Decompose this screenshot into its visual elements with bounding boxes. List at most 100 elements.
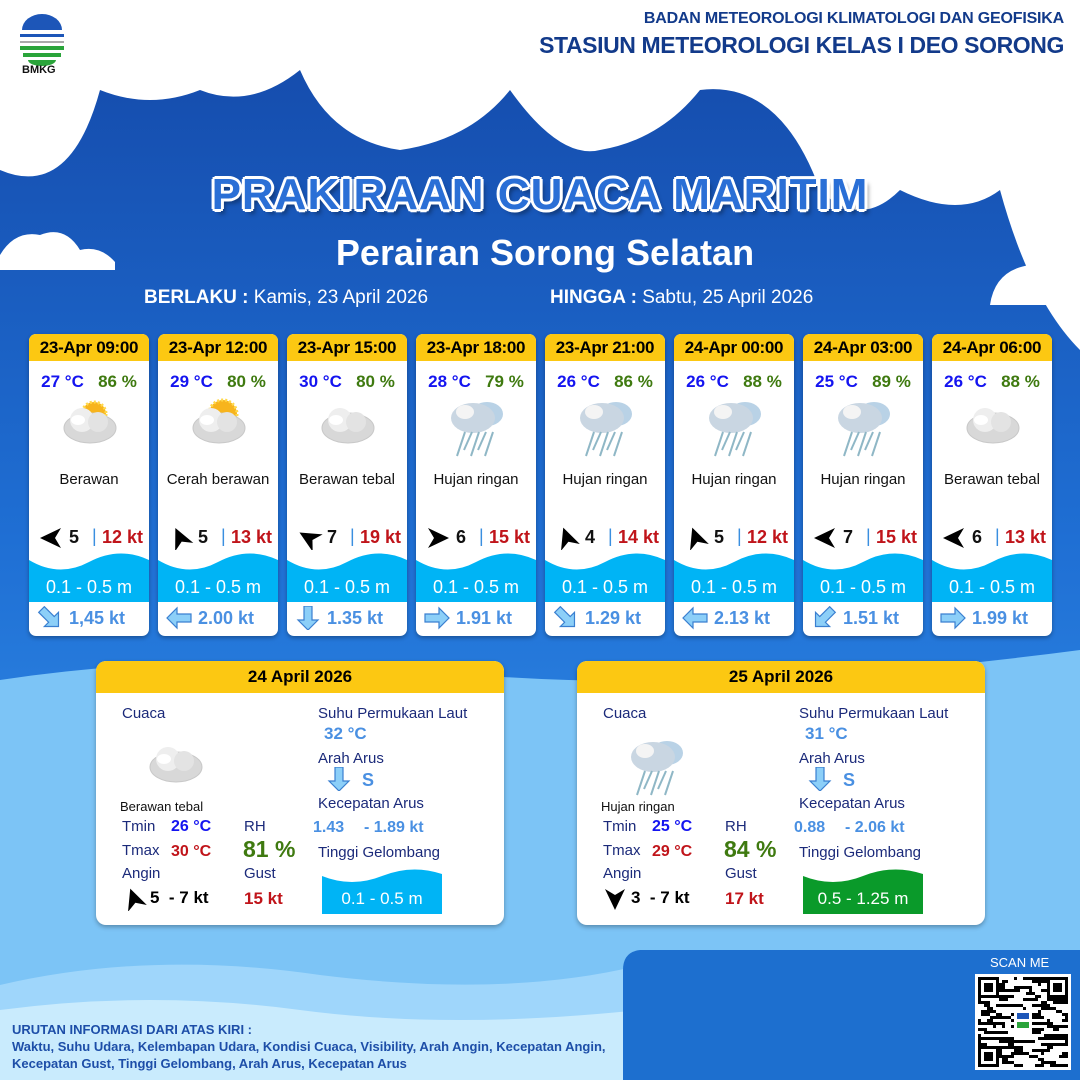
sst-label: Suhu Permukaan Laut [318, 705, 468, 722]
wind-direction-icon [605, 889, 625, 910]
air-temperature: 26 °C [944, 372, 987, 391]
temp-humidity-row: 29 °C 80 % [158, 372, 278, 392]
daily-panel: 24 April 2026 Cuaca Berawan tebal Tmin 26 °C… [96, 661, 504, 925]
panel-wave-value: 0.5 - 1.25 m [817, 889, 909, 908]
station-name: STASIUN METEOROLOGI KELAS I DEO SORONG [539, 32, 1064, 58]
panel-date: 25 April 2026 [577, 661, 985, 693]
wind-label: Angin [122, 865, 161, 882]
current-speed-label: Kecepatan Arus [799, 795, 905, 812]
current-max: - 2.06 kt [845, 819, 905, 836]
humidity: 86 % [614, 372, 653, 391]
current-speed: 1,45 kt [69, 608, 126, 628]
wave-shape [158, 553, 278, 602]
panel-wind-arrow [601, 887, 629, 916]
rain-icon [451, 402, 503, 457]
wave-height: 0.1 - 0.5 m [303, 577, 391, 597]
gust-speed: 14 kt [617, 527, 659, 547]
forecast-time: 23-Apr 12:00 [158, 334, 278, 361]
current-row: 1.91 kt [422, 606, 532, 630]
weather-condition: Berawan [59, 471, 119, 488]
rain-icon [709, 402, 761, 457]
rain-icon [580, 402, 632, 457]
current-row: 1.35 kt [293, 606, 403, 630]
wind-direction-icon [428, 528, 449, 548]
weather-condition: Hujan ringan [691, 471, 777, 488]
weather-icon [699, 394, 769, 465]
weather-condition: Hujan ringan [433, 471, 519, 488]
wind-speed: 7 [843, 527, 854, 547]
wind-row: 5 | 12 kt [680, 526, 790, 550]
panel-weather-condition: Berawan tebal [120, 799, 204, 814]
humidity: 86 % [98, 372, 137, 391]
separator: | [92, 526, 97, 546]
temp-humidity-row: 30 °C 80 % [287, 372, 407, 392]
current-speed-label: Kecepatan Arus [318, 795, 424, 812]
rh-value: 81 % [243, 836, 296, 862]
separator: | [221, 526, 226, 546]
weather-icon [828, 394, 898, 465]
current-row: 2.13 kt [680, 606, 790, 630]
sst-label: Suhu Permukaan Laut [799, 705, 949, 722]
weather-condition: Berawan tebal [299, 471, 395, 488]
humidity: 79 % [485, 372, 524, 391]
temp-humidity-row: 26 °C 88 % [932, 372, 1052, 392]
tmin-value: 25 °C [652, 818, 693, 835]
wave-height: 0.1 - 0.5 m [561, 577, 649, 597]
wind-speed: 5 [714, 527, 725, 547]
current-row: 1.51 kt [809, 606, 919, 630]
separator: | [737, 526, 742, 546]
current-speed: 1.91 kt [456, 608, 513, 628]
forecast-card: 24-Apr 00:00 26 °C 88 % Hujan ringan 5 | 12 k… [674, 334, 794, 636]
tmin-value: 26 °C [171, 818, 212, 835]
forecast-time: 24-Apr 03:00 [803, 334, 923, 361]
wave-shape [545, 553, 665, 602]
rh-label: RH [725, 818, 747, 835]
current-arrow-down-left-icon [814, 606, 837, 628]
air-temperature: 26 °C [686, 372, 729, 391]
panel-wave-shape [803, 869, 923, 914]
scan-label: SCAN ME [990, 955, 1050, 970]
separator: | [995, 526, 1000, 546]
panel-weather-icon [621, 733, 691, 804]
tmin-label: Tmin [603, 818, 637, 835]
page-title: PRAKIRAAN CUACA MARITIM [211, 170, 869, 219]
panel-weather-condition: Hujan ringan [601, 799, 675, 814]
wind-range: 5 - 7 kt [150, 888, 209, 907]
wind-direction-icon [690, 527, 709, 550]
current-speed: 1.29 kt [585, 608, 642, 628]
qr-code[interactable] [975, 974, 1071, 1070]
weather-condition: Berawan tebal [944, 471, 1040, 488]
wave-shape [287, 553, 407, 602]
weather-icon [441, 394, 511, 465]
current-direction-arrow [324, 766, 354, 796]
current-arrow-left-icon [682, 606, 708, 630]
forecast-card: 23-Apr 15:00 30 °C 80 % Berawan tebal 7 | 19 … [287, 334, 407, 636]
rh-value: 84 % [724, 836, 777, 862]
gust-speed: 13 kt [230, 527, 272, 547]
gust-speed: 12 kt [746, 527, 788, 547]
air-temperature: 25 °C [815, 372, 858, 391]
wave-height: 0.1 - 0.5 m [174, 577, 262, 597]
forecast-time: 23-Apr 15:00 [287, 334, 407, 361]
current-arrow-down-icon [327, 766, 351, 792]
rain-icon [631, 741, 683, 796]
wind-row: 5 | 12 kt [35, 526, 145, 548]
forecast-card: 24-Apr 03:00 25 °C 89 % Hujan ringan 7 | 15 k… [803, 334, 923, 636]
current-speed: 1.99 kt [972, 608, 1029, 628]
temp-humidity-row: 27 °C 86 % [29, 372, 149, 392]
weather-condition: Cerah berawan [166, 471, 270, 488]
valid-from-label: BERLAKU : [144, 287, 249, 308]
wave-shape [932, 553, 1052, 602]
qr-code-icon [978, 977, 1068, 1067]
wind-row: 7 | 15 kt [809, 526, 919, 548]
footer-heading: URUTAN INFORMASI DARI ATAS KIRI : [12, 1022, 252, 1037]
wind-row: 6 | 15 kt [422, 526, 532, 548]
tmax-label: Tmax [603, 842, 641, 859]
weather-label: Cuaca [603, 705, 647, 722]
valid-until: HINGGA : Sabtu, 25 April 2026 [550, 287, 813, 309]
current-row: 1.29 kt [551, 606, 661, 630]
current-speed: 2.13 kt [714, 608, 771, 628]
current-arrow-right-icon [424, 606, 450, 630]
forecast-card: 23-Apr 18:00 28 °C 79 % Hujan ringan 6 | 15 k… [416, 334, 536, 636]
temp-humidity-row: 28 °C 79 % [416, 372, 536, 392]
